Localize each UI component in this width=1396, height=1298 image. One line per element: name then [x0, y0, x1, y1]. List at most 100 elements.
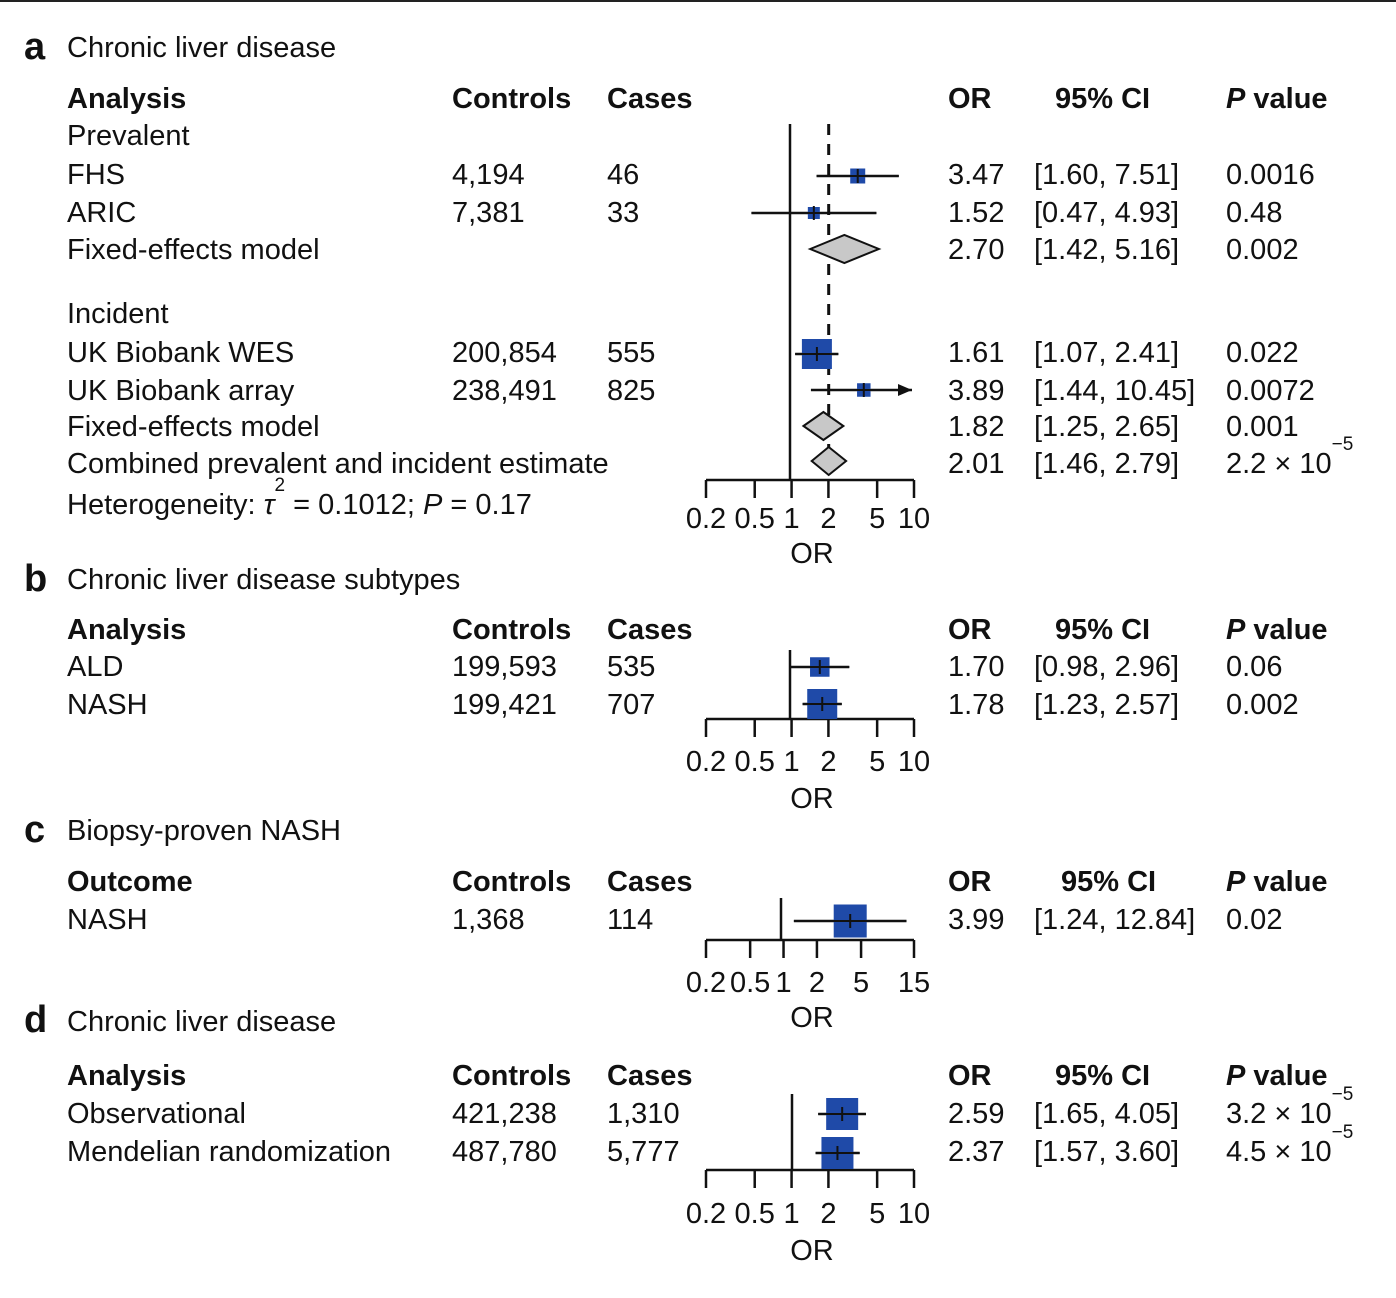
row-or: 1.82: [948, 411, 1005, 443]
row-cases: 825: [607, 375, 656, 407]
header-ci: 95% CI: [1055, 1060, 1151, 1092]
row-p: 0.0016: [1226, 159, 1315, 191]
row-controls: 421,238: [452, 1098, 557, 1130]
panel-title: Chronic liver disease subtypes: [67, 564, 461, 596]
group-label-incident: Incident: [67, 298, 169, 330]
x-tick-label: 5: [853, 967, 869, 999]
row-ci: [1.46, 2.79]: [1034, 448, 1180, 480]
diamond-mark: [807, 233, 882, 265]
header-analysis: Analysis: [67, 614, 187, 646]
header-p-value: P value: [1226, 866, 1328, 898]
row-p: 0.06: [1226, 651, 1283, 683]
header-or: OR: [948, 614, 992, 646]
row-p: 4.5 × 10−5: [1226, 1122, 1354, 1168]
diamond-mark: [810, 445, 848, 477]
x-tick-label: 10: [898, 1198, 930, 1230]
x-tick-label: 0.5: [735, 1198, 775, 1230]
heterogeneity-stat: Heterogeneity: τ2 = 0.1012; P = 0.17: [67, 475, 532, 521]
row-ci: [1.42, 5.16]: [1034, 234, 1180, 266]
row-cases: 33: [607, 197, 640, 229]
header-controls: Controls: [452, 614, 572, 646]
x-tick-label: 0.5: [730, 967, 770, 999]
row-controls: 1,368: [452, 904, 525, 936]
row-p: 0.48: [1226, 197, 1283, 229]
row-label: Fixed-effects model: [67, 411, 320, 443]
top-rule: [0, 0, 1396, 2]
row-label: Fixed-effects model: [67, 234, 320, 266]
row-p: 0.002: [1226, 689, 1299, 721]
x-tick-label: 0.5: [735, 746, 775, 778]
row-or: 1.52: [948, 197, 1005, 229]
header-analysis: Analysis: [67, 83, 187, 115]
row-label: Observational: [67, 1098, 246, 1130]
panel-title: Biopsy-proven NASH: [67, 815, 341, 847]
header-or: OR: [948, 866, 992, 898]
row-label: FHS: [67, 159, 125, 191]
x-tick-label: 10: [898, 503, 930, 535]
row-ci: [1.07, 2.41]: [1034, 337, 1180, 369]
x-tick-label: 2: [820, 503, 836, 535]
x-tick-label: 1: [775, 967, 791, 999]
panel-title: Chronic liver disease: [67, 32, 337, 64]
header-controls: Controls: [452, 83, 572, 115]
header-outcome: Outcome: [67, 866, 193, 898]
row-p: 3.2 × 10−5: [1226, 1084, 1354, 1130]
panel-title: Chronic liver disease: [67, 1006, 337, 1038]
x-tick-label: 0.2: [686, 1198, 726, 1230]
header-ci: 95% CI: [1055, 83, 1151, 115]
row-ci: [1.44, 10.45]: [1034, 375, 1196, 407]
row-ci: [1.24, 12.84]: [1034, 904, 1196, 936]
panel-letter: c: [24, 809, 46, 851]
row-controls: 238,491: [452, 375, 557, 407]
x-tick-label: 5: [869, 503, 885, 535]
row-or: 2.59: [948, 1098, 1005, 1130]
x-axis-label: OR: [790, 538, 834, 570]
row-label: Combined prevalent and incident estimate: [67, 448, 609, 480]
row-p: 2.2 × 10−5: [1226, 434, 1354, 480]
x-tick-label: 2: [820, 1198, 836, 1230]
header-ci: 95% CI: [1055, 614, 1151, 646]
x-tick-label: 1: [784, 1198, 800, 1230]
x-tick-label: 5: [869, 746, 885, 778]
diamond-mark: [801, 410, 846, 442]
x-tick-label: 1: [784, 503, 800, 535]
row-or: 1.70: [948, 651, 1005, 683]
x-tick-label: 5: [869, 1198, 885, 1230]
header-ci: 95% CI: [1061, 866, 1157, 898]
x-tick-label: 0.2: [686, 503, 726, 535]
panel-letter: b: [24, 558, 48, 600]
row-or: 2.70: [948, 234, 1005, 266]
row-cases: 1,310: [607, 1098, 680, 1130]
header-controls: Controls: [452, 866, 572, 898]
group-label-prevalent: Prevalent: [67, 120, 190, 152]
row-or: 2.37: [948, 1136, 1005, 1168]
row-or: 3.47: [948, 159, 1005, 191]
row-cases: 46: [607, 159, 640, 191]
x-axis-label: OR: [790, 1235, 834, 1267]
row-label: ARIC: [67, 197, 137, 229]
x-tick-label: 1: [784, 746, 800, 778]
x-tick-label: 2: [809, 967, 825, 999]
row-or: 3.99: [948, 904, 1005, 936]
row-controls: 199,421: [452, 689, 557, 721]
panel-letter: a: [24, 26, 46, 68]
x-tick-label: 0.2: [686, 967, 726, 999]
row-cases: 535: [607, 651, 656, 683]
row-controls: 199,593: [452, 651, 557, 683]
header-analysis: Analysis: [67, 1060, 187, 1092]
row-p: 0.022: [1226, 337, 1299, 369]
row-or: 1.61: [948, 337, 1005, 369]
header-p-value: P value: [1226, 83, 1328, 115]
header-p-value: P value: [1226, 1060, 1328, 1092]
row-label: NASH: [67, 904, 148, 936]
row-ci: [1.23, 2.57]: [1034, 689, 1180, 721]
row-controls: 200,854: [452, 337, 557, 369]
header-cases: Cases: [607, 614, 693, 646]
row-label: Mendelian randomization: [67, 1136, 392, 1168]
row-or: 2.01: [948, 448, 1005, 480]
header-p-value: P value: [1226, 614, 1328, 646]
row-p: 0.02: [1226, 904, 1283, 936]
x-tick-label: 2: [820, 746, 836, 778]
row-cases: 114: [607, 904, 654, 936]
